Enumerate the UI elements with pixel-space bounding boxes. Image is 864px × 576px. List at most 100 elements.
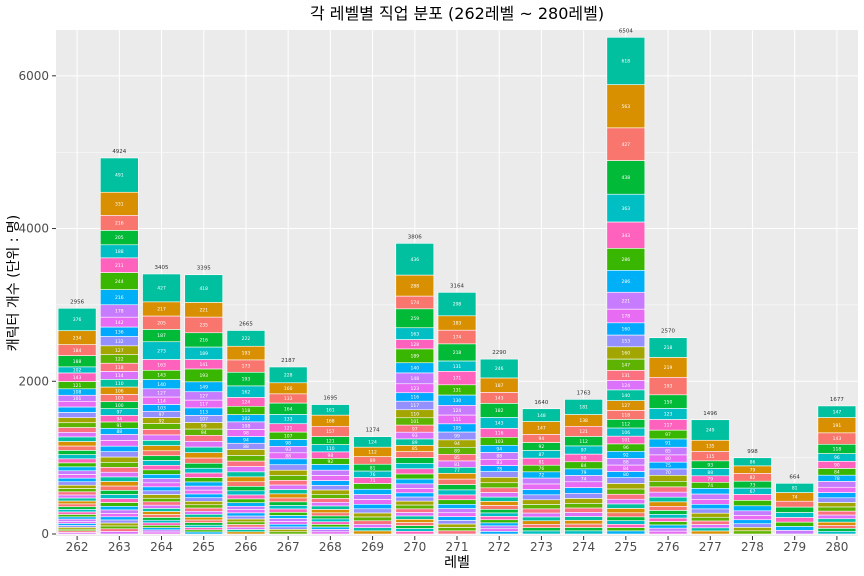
bar-segment <box>437 527 477 532</box>
x-tick-label: 265 <box>192 540 215 554</box>
total-label: 2290 <box>492 350 506 356</box>
segment-label: 121 <box>579 429 588 435</box>
bar-segment <box>648 475 688 482</box>
bar-segment <box>57 454 97 460</box>
segment-label: 164 <box>284 406 293 412</box>
bar-segment <box>142 508 181 512</box>
total-label: 998 <box>747 449 758 455</box>
bar-segment <box>606 498 646 505</box>
bar-segment <box>437 473 477 480</box>
bar-segment <box>733 510 772 516</box>
segment-label: 189 <box>410 353 419 359</box>
bar-segment <box>100 157 139 193</box>
x-tick-label: 276 <box>657 540 680 554</box>
bar-segment <box>817 506 857 512</box>
bar-segment <box>226 502 266 507</box>
bar-segment <box>268 501 308 506</box>
bar-segment <box>311 515 350 520</box>
segment-label: 178 <box>622 314 631 320</box>
bar-segment <box>100 522 139 527</box>
segment-label: 108 <box>73 390 82 396</box>
segment-label: 92 <box>159 418 165 424</box>
bar-segment <box>142 423 181 430</box>
x-tick-label: 277 <box>699 540 722 554</box>
bar-segment <box>57 470 97 475</box>
segment-label: 92 <box>623 452 629 458</box>
segment-label: 148 <box>537 413 546 419</box>
segment-label: 74 <box>581 476 587 482</box>
bar-segment <box>479 496 519 502</box>
bar-segment <box>100 513 139 518</box>
bar-segment <box>57 477 97 483</box>
segment-label: 153 <box>622 339 631 345</box>
segment-label: 79 <box>750 467 756 473</box>
bar-segment <box>817 492 857 499</box>
segment-label: 150 <box>664 399 673 405</box>
bar-segment <box>100 498 139 503</box>
segment-label: 88 <box>116 429 122 435</box>
segment-label: 101 <box>410 419 419 425</box>
bar-segment <box>437 512 477 517</box>
bar-segment <box>690 527 730 532</box>
segment-label: 112 <box>622 421 631 427</box>
bar-segment <box>395 528 435 532</box>
segment-label: 188 <box>115 249 124 255</box>
bar-segment <box>437 489 477 496</box>
bar-segment <box>479 509 519 514</box>
segment-label: 142 <box>115 320 124 326</box>
bar-segment <box>142 455 181 461</box>
x-tick-label: 273 <box>530 540 553 554</box>
bar-segment <box>268 480 308 486</box>
bar-segment <box>57 412 97 419</box>
segment-label: 97 <box>116 410 122 416</box>
bar-segment <box>817 518 857 523</box>
bar-segment <box>395 463 435 470</box>
segment-label: 106 <box>115 388 124 394</box>
bar-segment <box>226 524 266 528</box>
bar-segment <box>311 502 350 507</box>
segment-label: 128 <box>410 342 419 348</box>
bar-segment <box>690 499 730 505</box>
bar-segment <box>184 522 224 526</box>
bar-segment <box>606 516 646 522</box>
bar-segment <box>226 498 266 504</box>
bar-segment <box>606 483 646 490</box>
bar-segment <box>311 498 350 503</box>
bar-segment <box>184 529 224 533</box>
bar-segment <box>184 501 224 506</box>
segment-label: 101 <box>622 438 631 444</box>
bar-segment <box>57 518 97 522</box>
bar-segment <box>564 507 603 513</box>
segment-label: 94 <box>454 441 460 447</box>
segment-label: 105 <box>453 426 462 432</box>
bar-segment <box>100 440 139 447</box>
bar-segment <box>522 527 561 532</box>
segment-label: 118 <box>833 447 842 453</box>
segment-label: 118 <box>115 365 124 371</box>
y-tick-label: 6000 <box>18 69 49 83</box>
bar-segment <box>57 521 97 524</box>
bar-segment <box>184 446 224 454</box>
segment-label: 87 <box>539 452 545 458</box>
segment-label: 131 <box>453 364 462 370</box>
bar-segment <box>733 527 772 532</box>
bar-segment <box>100 506 139 511</box>
bar-segment <box>142 501 181 506</box>
bar-segment <box>57 441 97 447</box>
segment-label: 124 <box>242 400 251 406</box>
segment-label: 127 <box>622 403 631 409</box>
segment-label: 79 <box>707 477 713 483</box>
segment-label: 94 <box>496 447 502 453</box>
bar-segment <box>142 450 181 457</box>
bar-segment <box>437 516 477 521</box>
bar-segment <box>184 472 224 478</box>
bar-segment <box>648 486 688 493</box>
bar-segment <box>395 522 435 526</box>
bar-segment <box>606 488 646 495</box>
bar-segment <box>479 512 519 517</box>
bar-segment <box>395 492 435 498</box>
segment-label: 110 <box>326 446 335 452</box>
bar-segment <box>226 460 266 467</box>
segment-label: 117 <box>199 402 208 408</box>
